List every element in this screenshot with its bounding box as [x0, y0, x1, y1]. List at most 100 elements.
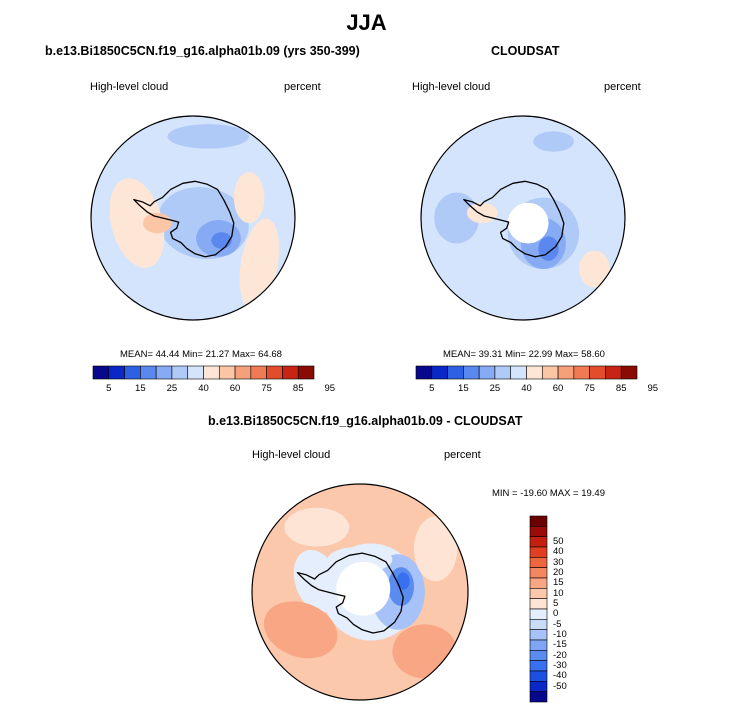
panel2-anomaly-patch: [579, 250, 610, 288]
panel2-colorbar-swatch: [447, 365, 464, 380]
panel3-variable-label: High-level cloud: [252, 449, 331, 461]
panel3-colorbar-swatch: [529, 567, 548, 579]
panel1-colorbar-swatch: [218, 365, 236, 380]
panel3-colorbar-tick-label: 50: [553, 535, 564, 547]
panel2-variable-label: High-level cloud: [412, 81, 491, 93]
panel3-anomaly-patch: [396, 572, 410, 590]
panel3-colorbar-tick-label: 15: [553, 577, 564, 589]
panel3-colorbar-tick-label: 20: [553, 566, 564, 578]
panel3-minmax: MIN = -19.60 MAX = 19.49: [492, 488, 606, 499]
panel1-colorbar-swatch: [108, 365, 125, 380]
panel3-colorbar-tick-label: 0: [553, 608, 559, 620]
panel3-missing-data: [336, 561, 391, 616]
panel2-colorbar-tick-label: 75: [584, 383, 595, 394]
panel3-colorbar-swatch: [529, 526, 548, 537]
panel1-anomaly-patch: [167, 124, 250, 149]
panel1-map-border: [90, 115, 296, 321]
panel2-map-field: [421, 116, 625, 320]
panel2-max-label: Max=: [554, 349, 579, 360]
panel1-colorbar-swatch: [250, 365, 267, 380]
panel3-colorbar-swatch: [529, 515, 548, 527]
panel2-colorbar-tick-label: 95: [647, 383, 659, 394]
panel3-colorbar-swatch: [529, 557, 548, 568]
panel3-colorbar-swatch: [529, 639, 548, 651]
panel3-colorbar: [529, 515, 548, 703]
panel3-colorbar-swatch: [529, 691, 548, 703]
panel2-title: CLOUDSAT: [491, 44, 560, 58]
panel1-colorbar-tick-label: 95: [324, 383, 336, 394]
panel3-colorbar-swatch: [529, 588, 548, 599]
panel3-colorbar-tick-label: -20: [553, 649, 567, 661]
panel2-colorbar-swatch: [478, 365, 496, 380]
panel1-colorbar-tick-label: 60: [229, 383, 241, 394]
panel3-colorbar-tick-label: 10: [553, 587, 564, 599]
panel2-anomaly-patch: [538, 236, 559, 261]
panel3-colorbar-tick-label: -5: [553, 618, 562, 630]
panel2-colorbar-tick-label: 5: [429, 383, 435, 394]
panel2-colorbar-swatch: [620, 365, 638, 380]
panel3-colorbar-swatch: [529, 577, 548, 589]
panel2-min-value: 22.99: [528, 349, 553, 360]
panel1-colorbar: [92, 365, 315, 380]
panel3-colorbar-swatch: [529, 536, 548, 548]
panel2-anomaly-patch: [434, 192, 480, 244]
panel1-colorbar-swatch: [297, 365, 315, 380]
panel1-colorbar-swatch: [203, 365, 220, 380]
panel1-stats: MEAN= 44.44 Min= 21.27 Max= 64.68: [120, 349, 282, 360]
panel2-missing-data: [507, 202, 549, 244]
panel2-colorbar-swatch: [415, 365, 433, 380]
panel1-colorbar-swatch: [124, 365, 141, 380]
panel1-colorbar-tick-label: 5: [106, 383, 112, 394]
panel2-colorbar-swatch: [605, 365, 622, 380]
panel3-units-label: percent: [444, 449, 481, 461]
panel3-colorbar-tick-label: 5: [553, 597, 559, 609]
panel2-colorbar: [415, 365, 638, 380]
panel1-colorbar-swatch: [155, 365, 173, 380]
panel2-anomaly-patch: [533, 131, 574, 152]
panel2-mean-label: MEAN=: [443, 349, 476, 360]
panel2-colorbar-swatch: [589, 365, 606, 380]
panel1-anomaly-patch: [143, 212, 172, 234]
panel3-colorbar-tick-label: -30: [553, 659, 567, 671]
panel2-colorbar-swatch: [463, 365, 480, 380]
panel1-colorbar-swatch: [92, 365, 110, 380]
panel2-mean-value: 39.31: [478, 349, 503, 360]
panel1-max-label: Max=: [231, 349, 256, 360]
panel1-colorbar-swatch: [266, 365, 283, 380]
panel1-mean-label: MEAN=: [120, 349, 153, 360]
panel1-colorbar-tick-label: 40: [198, 383, 209, 394]
panel1-colorbar-tick-label: 75: [261, 383, 272, 394]
panel1-title: b.e13.Bi1850C5CN.f19_g16.alpha01b.09 (yr…: [45, 44, 360, 58]
panel2-colorbar-swatch: [510, 365, 527, 380]
panel3-colorbar-tick-label: 30: [553, 556, 564, 568]
panel2-colorbar-swatch: [526, 365, 543, 380]
panel3-colorbar-tick-label: -50: [553, 680, 567, 692]
panel2-colorbar-swatch: [573, 365, 590, 380]
panel1-anomaly-patch: [109, 178, 165, 268]
panel2-anomaly-patch: [466, 202, 498, 224]
panel3-map-border: [251, 483, 469, 701]
panel1-anomaly-patch: [233, 172, 265, 224]
panel2-colorbar-swatch: [557, 365, 575, 380]
panel2-colorbar-swatch: [541, 365, 559, 380]
panel1-colorbar-swatch: [140, 365, 157, 380]
panel3-colorbar-swatch: [529, 650, 548, 661]
panel3-anomaly-patch: [414, 516, 458, 582]
panel2-colorbar-swatch: [494, 365, 512, 380]
panel3-colorbar-tick-label: -15: [553, 639, 567, 651]
panel1-coastline: [133, 180, 235, 258]
panel3-colorbar-swatch: [529, 598, 548, 610]
panel3-colorbar-tick-label: -40: [553, 670, 567, 682]
panel1-max-value: 64.68: [258, 349, 282, 360]
panel2-coastline: [463, 180, 565, 258]
panel2-max-value: 58.60: [581, 349, 605, 360]
panel3-title: b.e13.Bi1850C5CN.f19_g16.alpha01b.09 - C…: [208, 414, 523, 428]
panel2-units-label: percent: [604, 81, 641, 93]
panel1-colorbar-swatch: [282, 365, 299, 380]
panel2-colorbar-tick-label: 85: [615, 383, 627, 394]
panel2-colorbar-tick-label: 15: [458, 383, 469, 394]
panel1-colorbar-tick-label: 15: [135, 383, 146, 394]
panel1-units-label: percent: [284, 81, 321, 93]
panel1-colorbar-swatch: [187, 365, 204, 380]
panel2-colorbar-tick-label: 25: [489, 383, 501, 394]
